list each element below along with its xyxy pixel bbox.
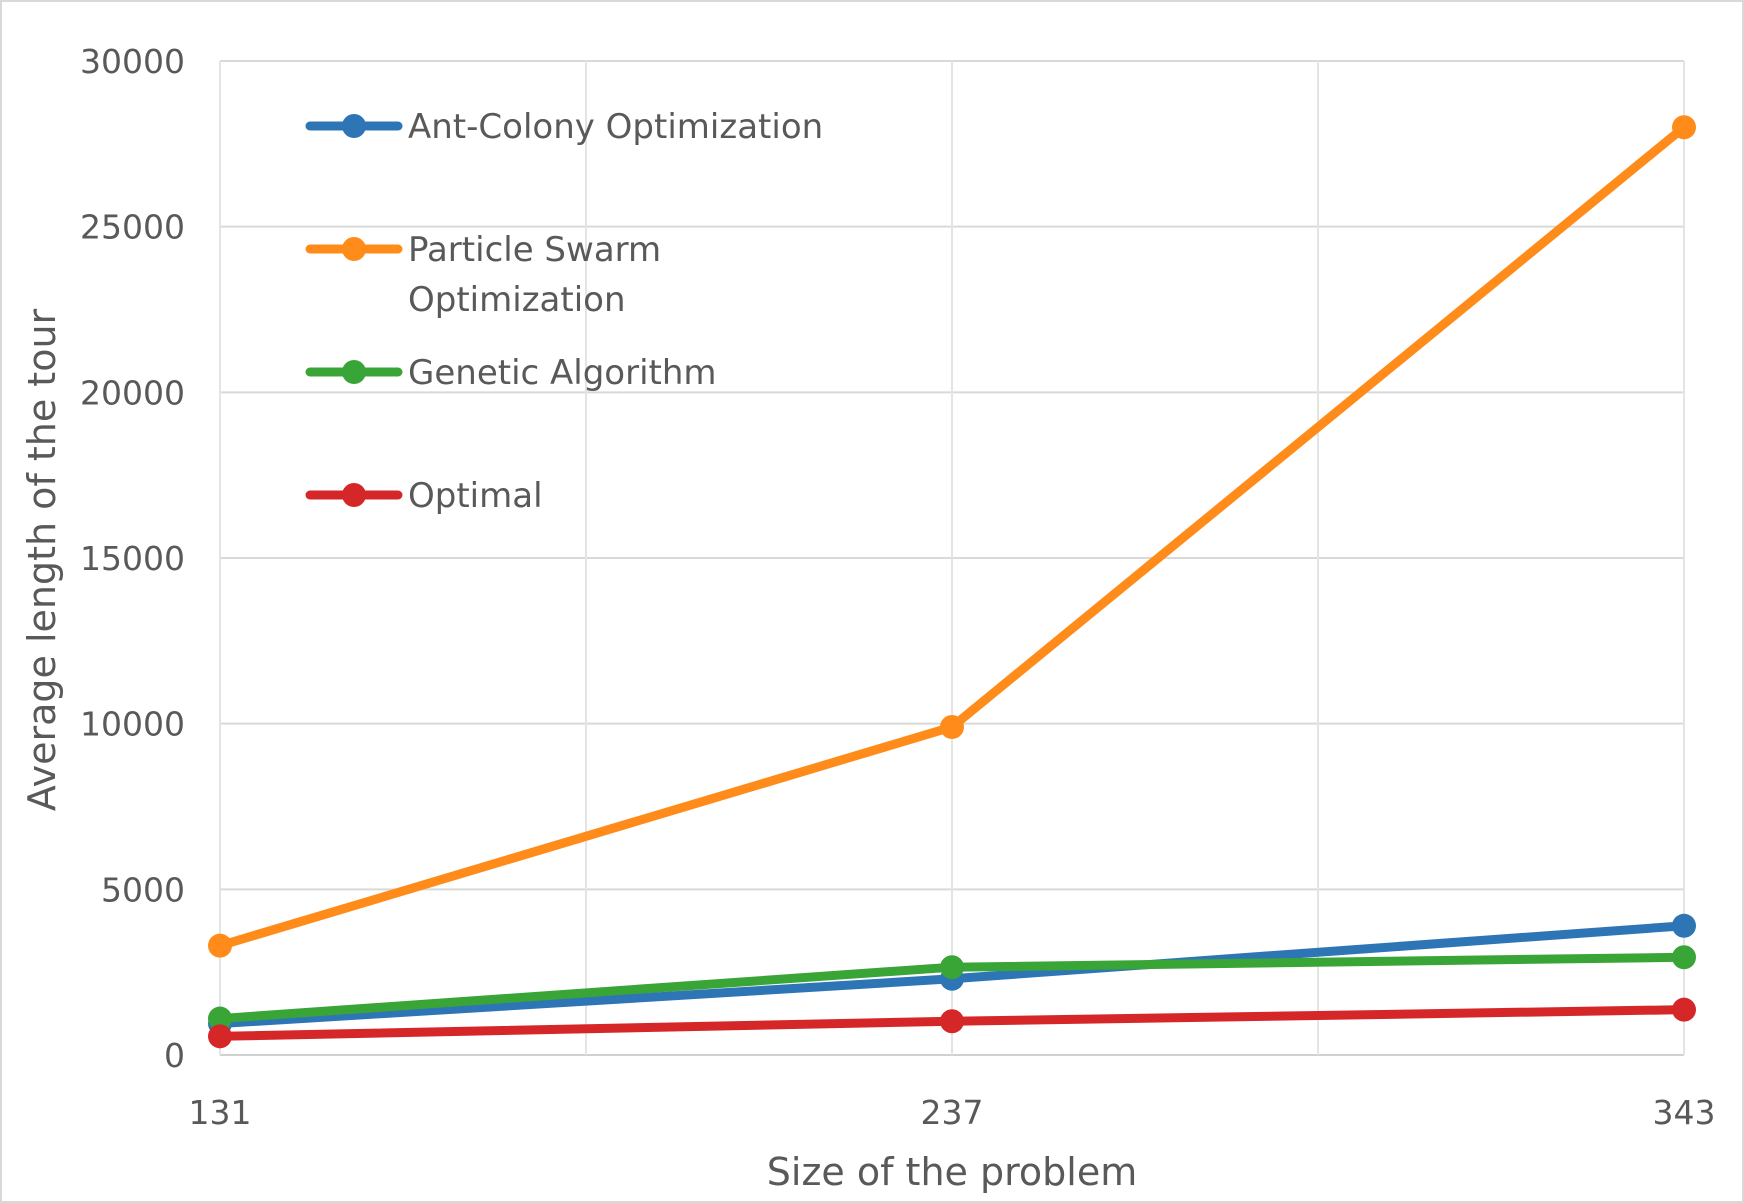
legend-entry: Optimal	[305, 476, 543, 516]
legend-label: Optimal	[408, 476, 543, 516]
legend-swatch-marker	[342, 237, 366, 261]
y-tick-label: 5000	[101, 870, 185, 909]
y-tick-label: 15000	[80, 539, 185, 578]
y-tick-label: 25000	[80, 208, 185, 247]
data-point	[1672, 997, 1696, 1022]
series-genetic-algorithm	[208, 945, 1696, 1031]
legend-label: Ant-Colony Optimization	[408, 107, 823, 147]
data-point	[208, 1024, 232, 1049]
y-tick-label: 10000	[80, 705, 185, 744]
legend-swatch-marker	[342, 483, 366, 507]
legend-swatch-marker	[342, 114, 366, 138]
data-point	[208, 1006, 232, 1031]
x-axis-title: Size of the problem	[767, 1150, 1137, 1194]
legend-label: Optimization	[408, 280, 626, 320]
x-tick-label: 131	[189, 1093, 252, 1132]
y-axis-title: Average length of the tour	[20, 308, 64, 811]
gridlines	[219, 60, 1685, 1056]
series-layer	[208, 115, 1696, 1049]
legend-entry: Ant-Colony Optimization	[305, 107, 823, 147]
y-tick-label: 20000	[80, 373, 185, 412]
y-axis-ticks: 0 5000 10000 15000 20000 25000 30000	[80, 42, 185, 1075]
data-point	[208, 933, 232, 958]
x-tick-label: 237	[921, 1093, 984, 1132]
legend: Ant-Colony Optimization Particle Swarm Opt…	[305, 107, 823, 516]
legend-label: Particle Swarm	[408, 230, 661, 270]
data-point	[1672, 945, 1696, 970]
data-point	[940, 955, 964, 980]
legend-entry: Genetic Algorithm	[305, 353, 717, 393]
legend-swatch-marker	[342, 360, 366, 384]
data-point	[1672, 913, 1696, 938]
data-point	[1672, 115, 1696, 140]
x-tick-label: 343	[1653, 1093, 1716, 1132]
y-tick-label: 0	[164, 1036, 185, 1075]
data-point	[940, 1009, 964, 1034]
legend-label: Genetic Algorithm	[408, 353, 717, 393]
series-particle-swarm-optimization	[208, 115, 1696, 958]
series-optimal	[208, 997, 1696, 1049]
legend-entry: Particle Swarm Optimization	[305, 230, 661, 320]
y-tick-label: 30000	[80, 42, 185, 81]
data-point	[940, 714, 964, 739]
x-axis-ticks: 131 237 343	[189, 1093, 1716, 1132]
